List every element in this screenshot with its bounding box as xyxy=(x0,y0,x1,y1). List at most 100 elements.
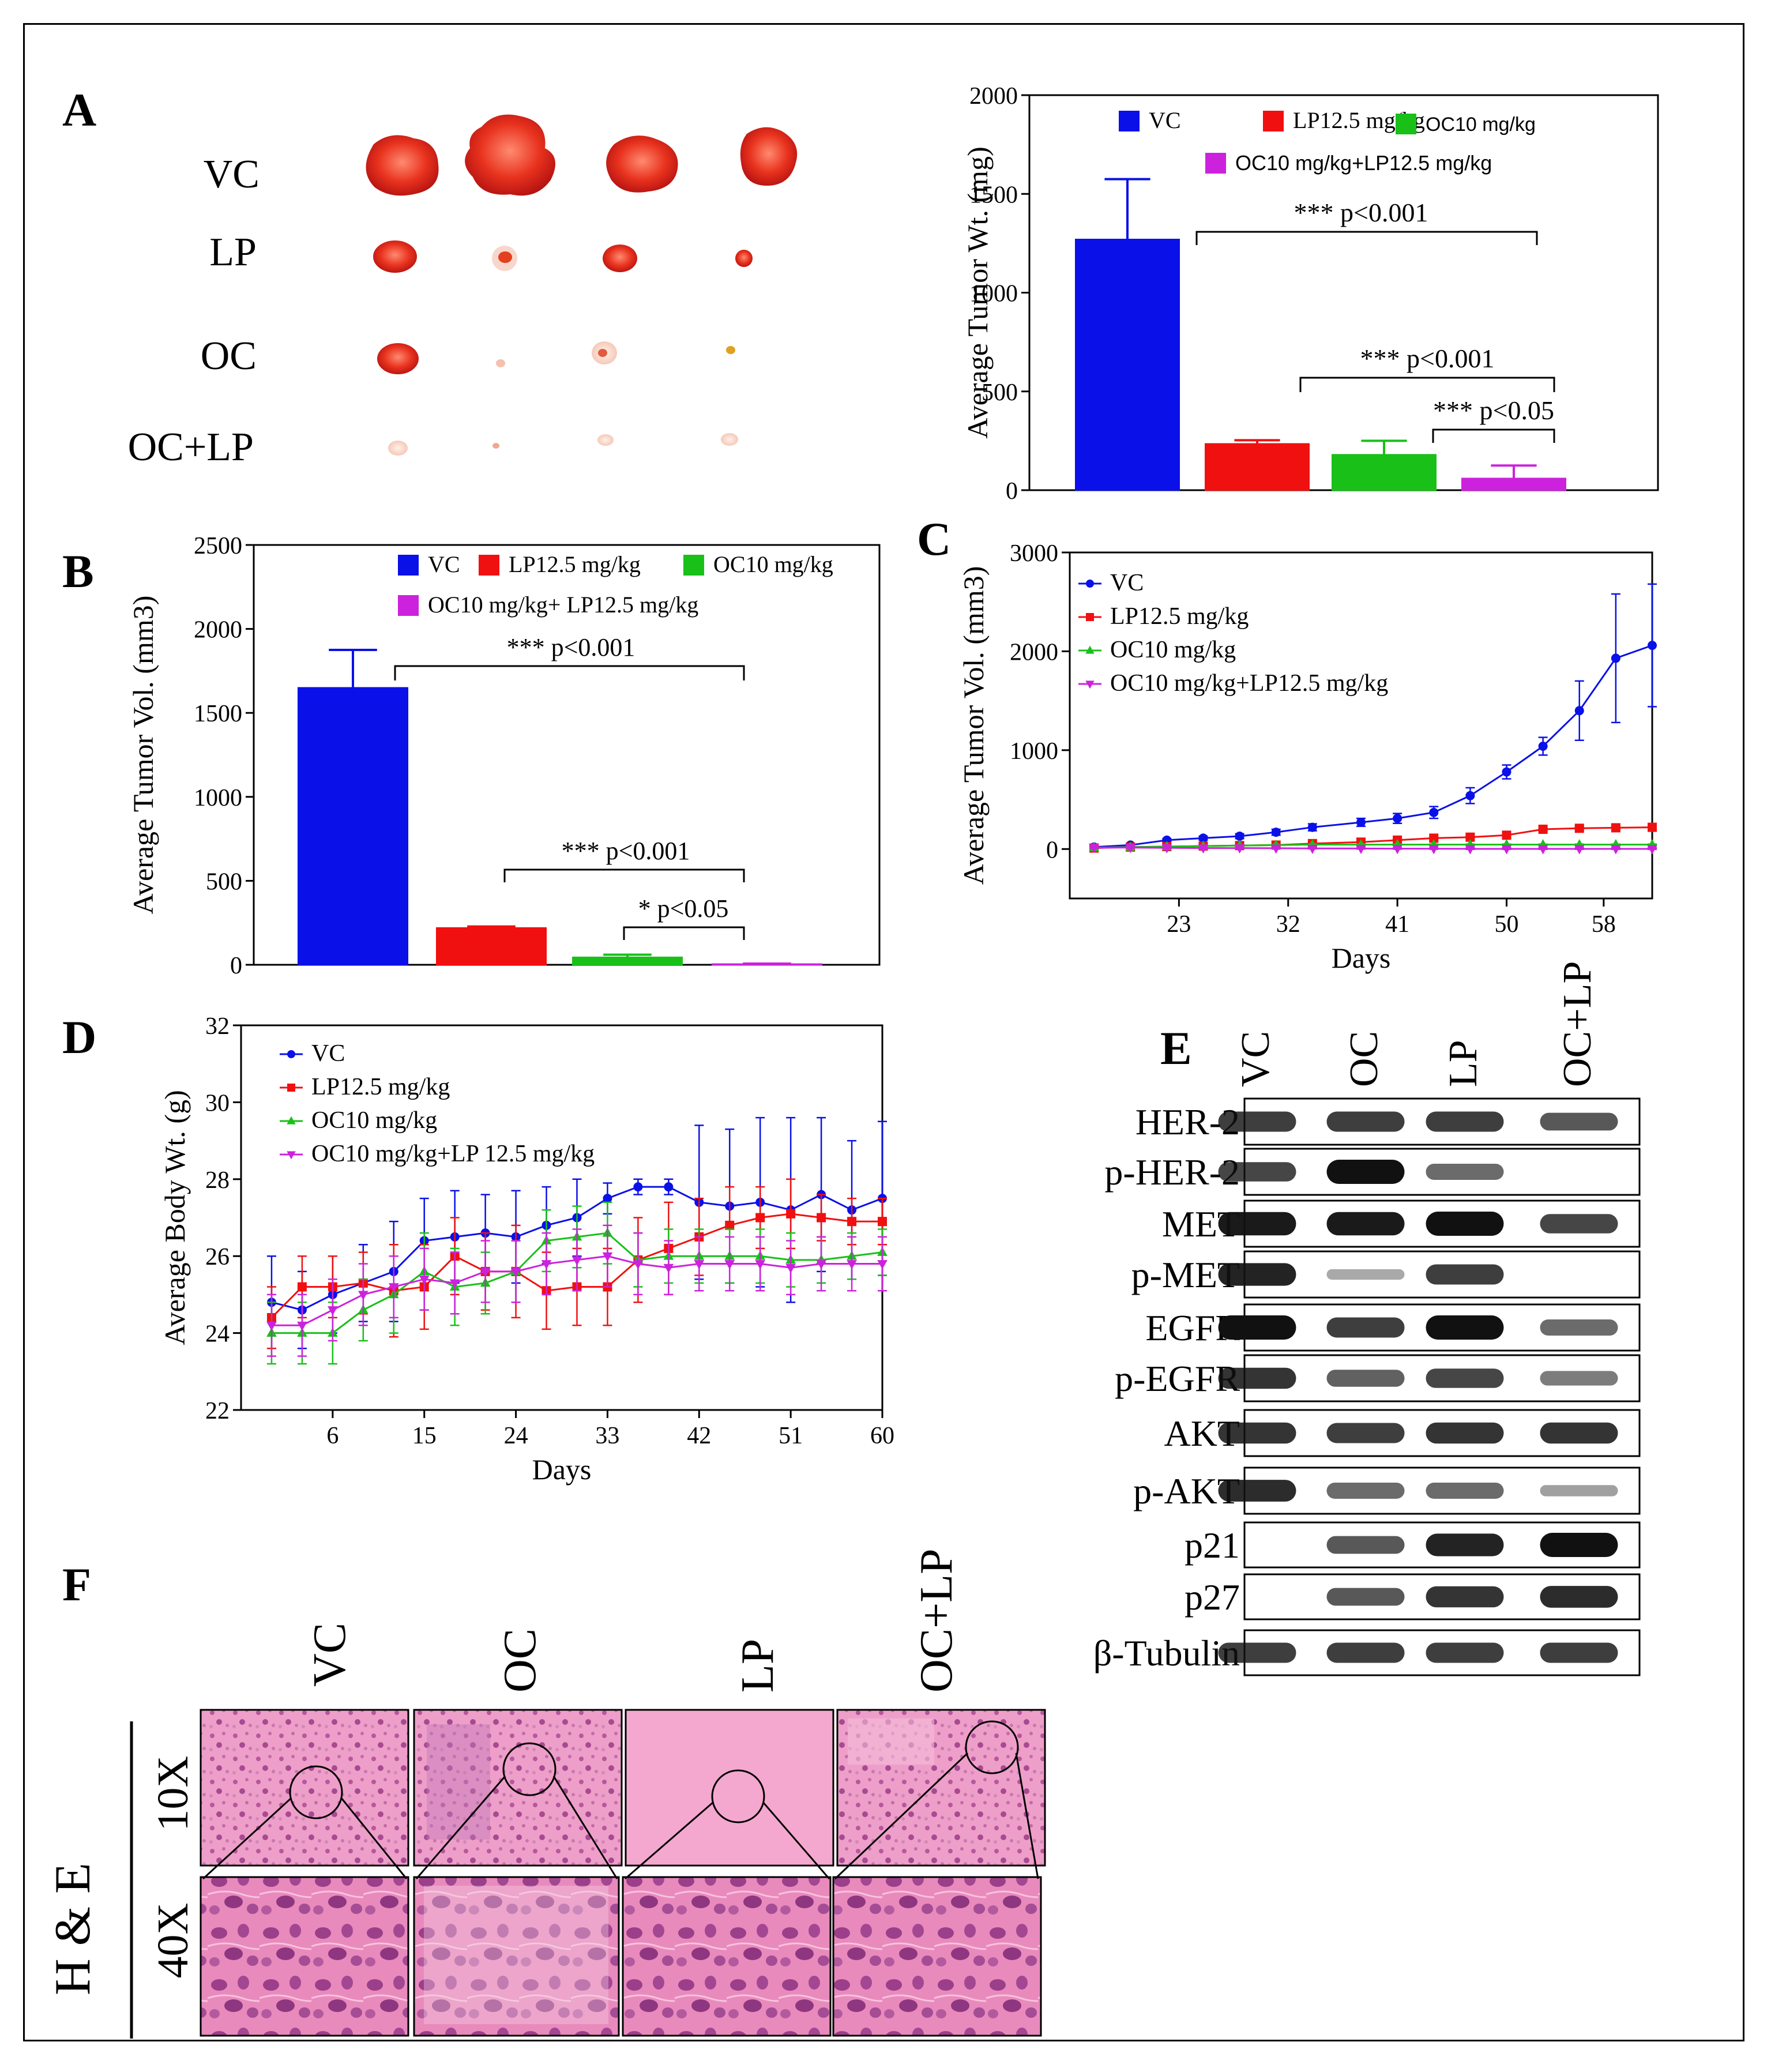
x-tick-label: 23 xyxy=(1167,911,1191,938)
legend-label: OC10 mg/kg+ LP12.5 mg/kg xyxy=(428,592,698,618)
x-axis-label: Days xyxy=(1332,942,1391,974)
data-point xyxy=(1648,641,1657,650)
blot-band xyxy=(1426,1642,1504,1663)
histology-image-icon xyxy=(200,1709,409,1867)
data-point xyxy=(1501,845,1512,855)
plot-frame xyxy=(1069,551,1653,900)
blot-band xyxy=(1426,1212,1504,1236)
blot-lane-label: OC+LP xyxy=(1555,961,1600,1087)
data-point xyxy=(1271,828,1281,837)
legend-label: OC10 mg/kg xyxy=(311,1107,437,1134)
blot-band xyxy=(1218,1367,1296,1389)
x-tick-label: 60 xyxy=(870,1423,894,1449)
blot-lane-label: VC xyxy=(1234,1031,1278,1087)
data-point xyxy=(1574,845,1585,855)
blot-band xyxy=(1426,1422,1504,1444)
y-tick-label: 32 xyxy=(205,1013,230,1040)
blot-band xyxy=(1326,1160,1405,1184)
legend-swatch xyxy=(479,555,499,576)
y-tick-label: 0 xyxy=(1046,837,1058,863)
histology-image-icon xyxy=(832,1876,1042,2037)
magnification-label: 40X xyxy=(149,1903,197,1979)
data-point xyxy=(1429,833,1439,843)
data-point xyxy=(1611,823,1620,833)
data-point xyxy=(1270,844,1281,854)
data-point xyxy=(449,1279,460,1289)
data-point xyxy=(571,1256,582,1266)
data-point xyxy=(1428,845,1439,855)
data-point xyxy=(287,1084,295,1092)
blot-band xyxy=(1540,1485,1618,1496)
bar-3 xyxy=(712,963,822,966)
data-point xyxy=(847,1260,857,1270)
blot-row-label: p-HER-2 xyxy=(1104,1152,1240,1193)
blot-band xyxy=(1218,1263,1296,1286)
y-tick-label: 2000 xyxy=(969,83,1018,110)
panel-label-f: F xyxy=(62,1558,91,1611)
panel-e-western-blot: VC OC LP OC+LPHER-2p-HER-2METp-METEGFRp-EGF… xyxy=(1093,961,1641,1676)
data-point xyxy=(1307,822,1317,832)
data-point xyxy=(287,1151,296,1160)
x-tick-label: 32 xyxy=(1276,911,1300,938)
y-tick-label: 30 xyxy=(205,1090,230,1116)
data-point xyxy=(1537,845,1548,855)
data-point xyxy=(633,1260,644,1270)
blot-row-label: p21 xyxy=(1185,1525,1240,1566)
blot-band xyxy=(1426,1111,1504,1132)
data-point xyxy=(358,1291,369,1300)
data-point xyxy=(541,1260,552,1270)
data-point xyxy=(1647,845,1657,855)
panel-label-a: A xyxy=(62,84,96,136)
histology-image-icon xyxy=(200,1876,409,2037)
blot-band xyxy=(1426,1164,1504,1180)
blot-band xyxy=(1540,1422,1618,1444)
y-axis-label: Average Tumor Vol. (mm3) xyxy=(127,596,159,915)
data-point xyxy=(1392,845,1402,855)
data-point xyxy=(388,1283,399,1293)
significance-bracket xyxy=(394,665,745,680)
series-line-2 xyxy=(1094,844,1652,849)
y-tick-label: 1500 xyxy=(194,701,242,727)
y-tick-label: 0 xyxy=(1006,478,1018,505)
y-tick-label: 3000 xyxy=(1010,540,1058,567)
blot-band xyxy=(1326,1212,1405,1236)
y-axis-label: Average Tumor Vol. (mm3) xyxy=(957,566,990,885)
y-tick-label: 2000 xyxy=(1010,639,1058,665)
data-point xyxy=(1356,845,1366,855)
series-line-3 xyxy=(1094,847,1652,850)
legend-label: LP12.5 mg/kg xyxy=(311,1074,450,1100)
legend-label: LP12.5 mg/kg xyxy=(509,551,641,577)
stain-label: H & E xyxy=(45,1863,101,1995)
data-point xyxy=(847,1217,857,1227)
histology-image-icon xyxy=(413,1876,620,2037)
legend-label: VC xyxy=(1110,570,1144,596)
legend-label: VC xyxy=(311,1040,345,1067)
data-point xyxy=(1307,844,1318,854)
histology-column-label: LP xyxy=(732,1639,783,1693)
panel-label-b: B xyxy=(62,545,94,597)
data-point xyxy=(480,1268,491,1277)
tumor-photo-icon xyxy=(388,433,738,456)
significance-bracket xyxy=(1299,377,1555,392)
blot-band xyxy=(1540,1586,1618,1608)
significance-bracket xyxy=(623,926,745,940)
tumor-row-label: OC+LP xyxy=(128,425,254,469)
data-point xyxy=(1161,844,1172,853)
data-point xyxy=(419,1275,430,1285)
data-point xyxy=(297,1282,307,1292)
data-point xyxy=(1235,832,1244,841)
data-point xyxy=(1198,844,1209,854)
blot-band xyxy=(1540,1642,1618,1663)
data-point xyxy=(694,1260,705,1270)
y-tick-label: 1000 xyxy=(194,785,242,811)
y-tick-label: 28 xyxy=(205,1167,230,1194)
y-tick-label: 1500 xyxy=(969,182,1018,208)
data-point xyxy=(663,1263,674,1273)
series-line-0 xyxy=(1094,644,1653,848)
blot-band xyxy=(1218,1212,1296,1236)
bar-3 xyxy=(1461,477,1566,491)
data-point xyxy=(1393,814,1402,823)
y-tick-label: 24 xyxy=(205,1321,230,1348)
x-tick-label: 41 xyxy=(1385,911,1409,938)
data-point xyxy=(1085,680,1095,689)
